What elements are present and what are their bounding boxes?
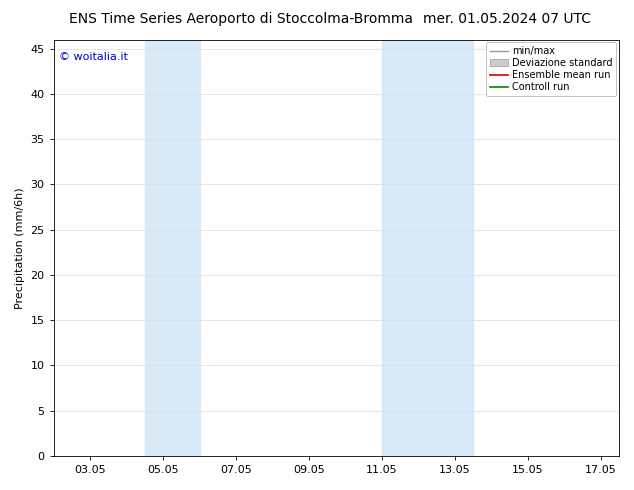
Text: © woitalia.it: © woitalia.it [60, 52, 128, 62]
Text: mer. 01.05.2024 07 UTC: mer. 01.05.2024 07 UTC [424, 12, 591, 26]
Bar [382, 40, 473, 456]
Y-axis label: Precipitation (mm/6h): Precipitation (mm/6h) [15, 187, 25, 309]
Legend: min/max, Deviazione standard, Ensemble mean run, Controll run: min/max, Deviazione standard, Ensemble m… [486, 43, 616, 96]
Text: ENS Time Series Aeroporto di Stoccolma-Bromma: ENS Time Series Aeroporto di Stoccolma-B… [69, 12, 413, 26]
Bar [145, 40, 200, 456]
